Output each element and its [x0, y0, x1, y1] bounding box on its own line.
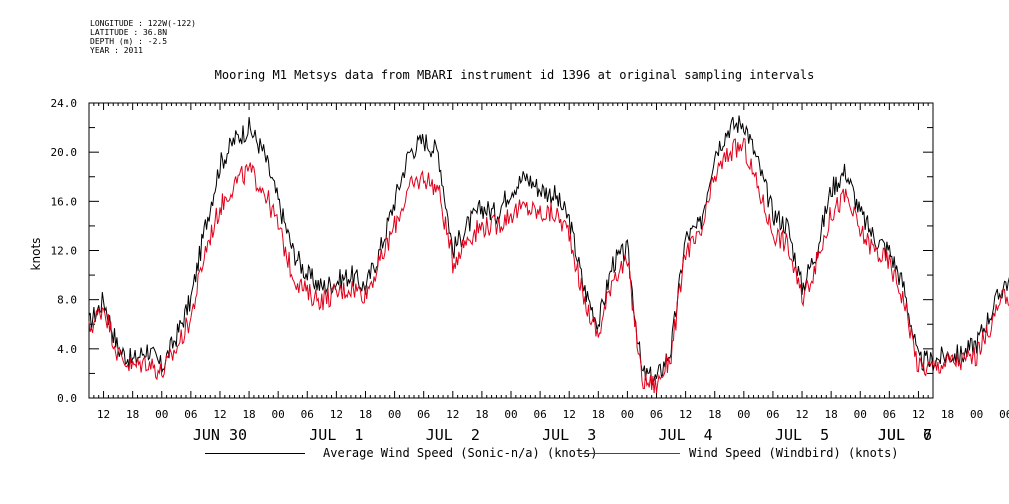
legend-label-sonic: Average Wind Speed (Sonic-n/a) (knots) — [323, 446, 598, 460]
x-hour-label: 18 — [825, 408, 838, 421]
x-day-label: JUL 2 — [426, 426, 480, 444]
x-hour-label: 18 — [475, 408, 488, 421]
x-hour-label: 18 — [941, 408, 954, 421]
x-day-label: JUL 5 — [775, 426, 829, 444]
x-hour-label: 00 — [854, 408, 867, 421]
x-day-label: JUL 1 — [309, 426, 363, 444]
x-hour-label: 00 — [388, 408, 401, 421]
x-hour-label: 00 — [155, 408, 168, 421]
y-tick-label: 8.0 — [57, 294, 77, 307]
x-day-label: JUL 4 — [659, 426, 713, 444]
x-hour-label: 06 — [417, 408, 430, 421]
x-hour-label: 18 — [708, 408, 721, 421]
plot-frame — [88, 102, 934, 399]
meta-longitude: LONGITUDE : 122W(-122) — [90, 19, 196, 28]
meta-year: YEAR : 2011 — [90, 46, 143, 55]
x-hour-label: 06 — [650, 408, 663, 421]
x-hour-label: 06 — [999, 408, 1009, 421]
series-layer — [88, 115, 1009, 394]
x-hour-label: 12 — [679, 408, 692, 421]
series-line-sonic — [88, 115, 1009, 387]
legend: Average Wind Speed (Sonic-n/a) (knots) W… — [205, 446, 925, 464]
y-tick-label: 24.0 — [51, 97, 78, 110]
x-hour-label: 12 — [795, 408, 808, 421]
x-hour-label: 00 — [970, 408, 983, 421]
x-day-label: JUN 30 — [193, 426, 247, 444]
chart-title: Mooring M1 Metsys data from MBARI instru… — [214, 68, 815, 82]
x-hour-label: 06 — [766, 408, 779, 421]
y-tick-label: 0.0 — [57, 392, 77, 405]
x-hour-label: 00 — [504, 408, 517, 421]
meta-depth: DEPTH (m) : -2.5 — [90, 37, 168, 46]
y-tick-label: 4.0 — [57, 343, 77, 356]
series-line-windbird — [88, 137, 1009, 394]
x-hour-label: 06 — [883, 408, 896, 421]
x-hour-label: 06 — [301, 408, 314, 421]
x-hour-label: 00 — [621, 408, 634, 421]
x-hour-label: 18 — [242, 408, 255, 421]
x-day-label: JUL 7 — [878, 426, 932, 444]
x-hour-label: 18 — [126, 408, 139, 421]
x-hour-label: 18 — [592, 408, 605, 421]
y-tick-label: 12.0 — [51, 245, 78, 258]
x-hour-label: 00 — [272, 408, 285, 421]
y-axis-label: knots — [29, 238, 43, 271]
x-hour-label: 12 — [330, 408, 343, 421]
axes: 0.0 4.0 8.0 12.0 16.0 20.0 24.0 12 18 00 06 12 18 00 0… — [51, 97, 1009, 444]
x-hour-label: 12 — [97, 408, 110, 421]
x-hour-label: 18 — [359, 408, 372, 421]
x-hour-label: 12 — [563, 408, 576, 421]
x-hour-label: 06 — [184, 408, 197, 421]
y-tick-label: 20.0 — [51, 146, 78, 159]
meta-latitude: LATITUDE : 36.8N — [90, 28, 168, 37]
x-hour-label: 00 — [737, 408, 750, 421]
legend-label-windbird: Wind Speed (Windbird) (knots) — [689, 446, 899, 460]
y-tick-label: 16.0 — [51, 195, 78, 208]
x-day-label: JUL 3 — [542, 426, 596, 444]
x-day-label: JUL 6 — [878, 426, 932, 444]
x-hour-label: 12 — [912, 408, 925, 421]
x-hour-label: 06 — [533, 408, 546, 421]
legend-swatch-windbird — [580, 453, 680, 454]
x-hour-label: 12 — [446, 408, 459, 421]
metadata-block: LONGITUDE : 122W(-122) LATITUDE : 36.8N DE… — [90, 19, 196, 55]
x-hour-label: 12 — [213, 408, 226, 421]
legend-swatch-sonic — [205, 453, 305, 454]
